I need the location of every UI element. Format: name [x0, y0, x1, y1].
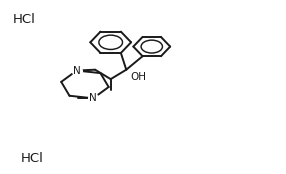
Text: N: N	[73, 66, 81, 76]
Text: OH: OH	[130, 72, 146, 82]
Text: HCl: HCl	[21, 152, 44, 165]
Text: N: N	[89, 93, 97, 103]
Text: HCl: HCl	[13, 13, 35, 26]
